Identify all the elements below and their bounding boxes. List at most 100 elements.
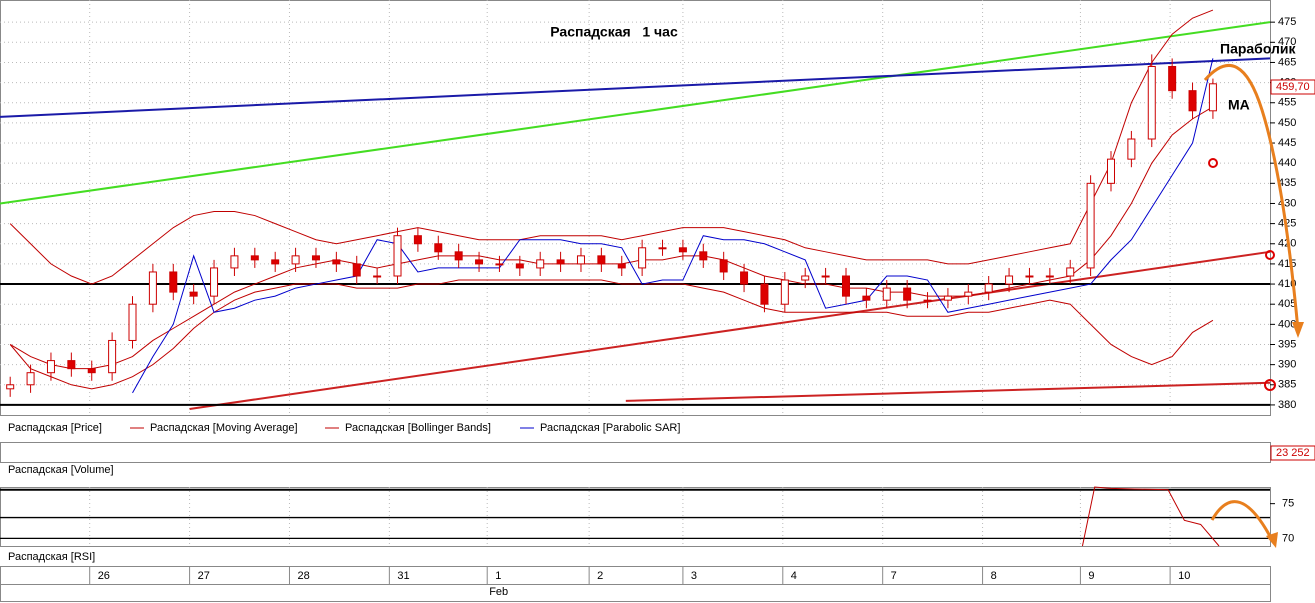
candle-body: [1168, 65, 1177, 92]
trendline: [189, 250, 1271, 410]
y-tick-label: 380: [1278, 399, 1296, 411]
candle-body: [984, 283, 993, 293]
candle-body: [393, 235, 402, 277]
marker: [1208, 158, 1218, 168]
y-tick-label: 440: [1278, 157, 1296, 169]
candle-body: [1188, 90, 1197, 112]
candle-body: [230, 255, 239, 269]
candle-body: [597, 255, 606, 265]
x-tick-label: 26: [98, 570, 110, 582]
x-tick-label: 4: [791, 570, 797, 582]
candle-body: [576, 255, 585, 265]
y-tick-label: 70: [1282, 532, 1294, 544]
candle-body: [332, 259, 341, 265]
y-tick-label: 75: [1282, 498, 1294, 510]
candle-body: [210, 267, 219, 297]
annotation: MA: [1228, 97, 1250, 113]
candle-body: [413, 235, 422, 245]
legend-label: Распадская [Bollinger Bands]: [345, 422, 491, 434]
candle-body: [1127, 138, 1136, 160]
last-price-label: 459,70: [1276, 81, 1310, 93]
candle-body: [923, 299, 932, 302]
candle-body: [311, 255, 320, 261]
candle-body: [434, 243, 443, 253]
price-tag: [1270, 79, 1315, 95]
candle-body: [169, 271, 178, 293]
candle-body: [658, 247, 667, 250]
x-tick-label: 3: [691, 570, 697, 582]
candle-body: [6, 384, 15, 390]
candle-body: [1025, 275, 1034, 278]
annotation: Параболик: [1220, 41, 1297, 57]
volume-tag: [1270, 445, 1315, 461]
price-panel: [0, 0, 1271, 416]
candle-body: [515, 263, 524, 269]
candle-body: [67, 360, 76, 370]
x-tick-label: 10: [1178, 570, 1190, 582]
y-tick-label: 405: [1278, 298, 1296, 310]
bollinger-upper: [9, 9, 1214, 285]
candle-body: [903, 287, 912, 301]
candle-body: [964, 291, 973, 297]
x-tick-label: 9: [1088, 570, 1094, 582]
y-tick-label: 390: [1278, 359, 1296, 371]
y-tick-label: 415: [1278, 258, 1296, 270]
marks: 3803853903954004054104154204254304354404…: [0, 0, 1296, 598]
candle-body: [780, 279, 789, 305]
candle-body: [719, 259, 728, 273]
candle-body: [882, 287, 891, 301]
chart-title: Распадская 1 час: [550, 24, 678, 40]
candle-body: [250, 255, 259, 261]
candle-body: [760, 283, 769, 305]
candle-body: [699, 251, 708, 261]
candle-body: [1106, 158, 1115, 184]
candle-body: [46, 360, 55, 374]
candle-body: [556, 259, 565, 265]
y-tick-label: 400: [1278, 318, 1296, 330]
volume-label: Распадская [Volume]: [8, 464, 114, 476]
candle-body: [821, 275, 830, 278]
y-tick-label: 470: [1278, 36, 1296, 48]
volume-last-label: 23 252: [1276, 447, 1310, 459]
y-tick-label: 450: [1278, 117, 1296, 129]
marker: [1265, 250, 1275, 260]
x-tick-label: 28: [297, 570, 309, 582]
y-tick-label: 435: [1278, 177, 1296, 189]
candle-body: [638, 247, 647, 269]
legend-label: Распадская [Price]: [8, 422, 102, 434]
candle-body: [108, 339, 117, 374]
x-tick-label: 7: [891, 570, 897, 582]
arrow-head: [1292, 322, 1304, 338]
candle-body: [1066, 267, 1075, 277]
candle-body: [189, 291, 198, 297]
x-tick-label: 27: [198, 570, 210, 582]
rsi-label: Распадская [RSI]: [8, 551, 95, 563]
y-tick-label: 455: [1278, 97, 1296, 109]
candle-body: [801, 275, 810, 281]
candle-body: [291, 255, 300, 265]
candle-body: [862, 295, 871, 301]
trendline: [0, 21, 1271, 205]
candle-body: [26, 372, 35, 386]
candle-body: [352, 263, 361, 277]
candle-body: [678, 247, 687, 253]
y-tick-label: 385: [1278, 379, 1296, 391]
candle-body: [373, 275, 382, 278]
candle-body: [454, 251, 463, 261]
candle-body: [740, 271, 749, 285]
candle-body: [495, 263, 504, 266]
candle-body: [475, 259, 484, 265]
y-tick-label: 395: [1278, 338, 1296, 350]
candle-body: [1208, 83, 1217, 112]
trendline: [0, 57, 1271, 118]
candle-body: [617, 263, 626, 269]
candle-body: [943, 295, 952, 301]
candle-body: [536, 259, 545, 269]
legend-label: Распадская [Moving Average]: [150, 422, 298, 434]
parabolic-sar: [132, 58, 1214, 394]
marker: [1264, 379, 1276, 391]
bollinger-lower: [9, 279, 1214, 390]
y-tick-label: 475: [1278, 16, 1296, 28]
